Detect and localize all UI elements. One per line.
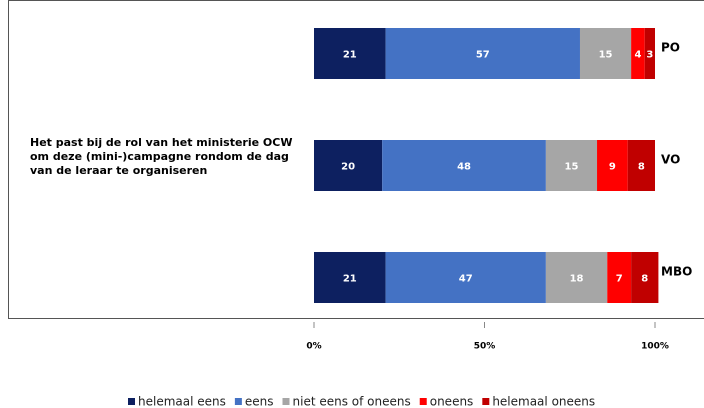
bar-segment	[631, 252, 659, 303]
bar-segment	[607, 252, 632, 303]
bar-segment	[385, 28, 580, 79]
legend-label: niet eens of oneens	[293, 395, 411, 408]
value-label: 8	[638, 162, 645, 173]
value-label: 20	[341, 162, 355, 173]
legend-swatch	[282, 398, 290, 405]
x-tick-label: 100%	[641, 342, 669, 352]
value-label: 57	[476, 50, 490, 61]
value-label: 18	[570, 274, 584, 285]
value-label: 7	[616, 274, 623, 285]
bar-segment	[579, 28, 632, 79]
x-tick-label: 50%	[474, 342, 496, 352]
value-label: 21	[343, 50, 357, 61]
category-label: PO	[661, 41, 680, 55]
bar-segment	[314, 140, 383, 191]
bar-segment	[545, 252, 608, 303]
legend-swatch	[234, 398, 242, 405]
value-label: 21	[343, 274, 357, 285]
value-label: 48	[457, 162, 471, 173]
value-label: 4	[634, 50, 641, 61]
plot-frame	[8, 0, 704, 319]
x-tick-label: 0%	[306, 342, 321, 352]
bar-segment	[382, 140, 546, 191]
value-label: 15	[564, 162, 578, 173]
legend-swatch	[419, 398, 427, 405]
legend-swatch	[128, 398, 135, 405]
value-label: 9	[609, 162, 616, 173]
bar-segment	[644, 28, 655, 79]
row-label: Het past bij de rol van het ministerie O…	[30, 136, 293, 177]
legend-label: eens	[245, 395, 274, 408]
value-label: 15	[599, 50, 613, 61]
bar-segment	[631, 28, 645, 79]
bar-segment	[314, 28, 386, 79]
category-label: MBO	[661, 265, 692, 279]
legend-swatch	[482, 398, 490, 405]
legend-label: helemaal oneens	[492, 395, 595, 408]
bar-segment	[597, 140, 628, 191]
legend-label: oneens	[430, 395, 474, 408]
bar-segment	[627, 140, 655, 191]
value-label: 8	[641, 274, 648, 285]
bar-segment	[314, 252, 386, 303]
bar-segment	[385, 252, 546, 303]
category-label: VO	[661, 153, 680, 167]
bar-segment	[545, 140, 598, 191]
value-label: 3	[646, 50, 653, 61]
legend-label: helemaal eens	[138, 395, 226, 408]
value-label: 47	[459, 274, 473, 285]
